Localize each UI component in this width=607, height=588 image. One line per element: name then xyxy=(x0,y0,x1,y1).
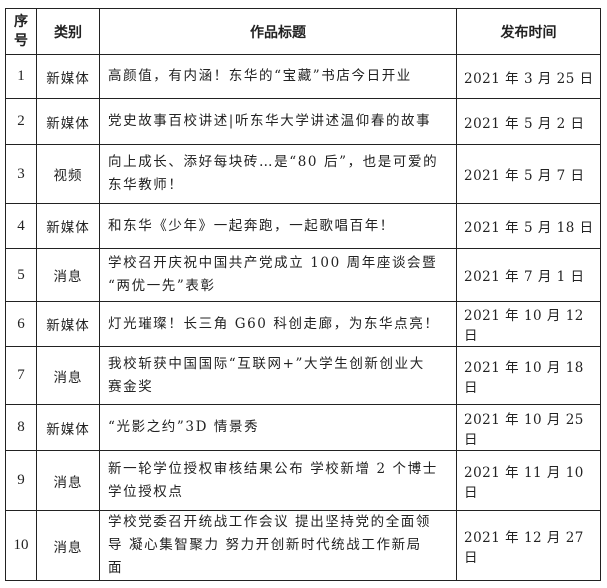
header-seq-line: 序 xyxy=(14,13,28,30)
row-number: 2 xyxy=(5,98,37,145)
table-row: 1 新媒体 高颜值，有内涵！东华的“宝藏”书店今日开业 2021 年 3 月 25 日 xyxy=(5,54,601,99)
row-title: 向上成长、添好每块砖…是“80 后”，也是可爱的 东华教师！ xyxy=(99,144,457,204)
row-date: 2021 年 10 月 25 日 xyxy=(456,404,601,451)
row-number: 7 xyxy=(5,346,37,405)
title-line: 东华教师！ xyxy=(108,177,184,193)
row-title: 高颜值，有内涵！东华的“宝藏”书店今日开业 xyxy=(99,54,457,99)
title-line: “光影之约”3D 情景秀 xyxy=(108,419,260,435)
row-date: 2021 年 5 月 18 日 xyxy=(456,203,601,249)
row-title: “光影之约”3D 情景秀 xyxy=(99,404,457,451)
table-row: 4 新媒体 和东华《少年》一起奔跑，一起歌唱百年！ 2021 年 5 月 18 日 xyxy=(5,203,601,249)
table-row: 9 消息 新一轮学位授权审核结果公布 学校新增 2 个博士 学位授权点 2021 年 1… xyxy=(5,450,601,511)
table-row: 6 新媒体 灯光璀璨！长三角 G60 科创走廊，为东华点亮！ 2021 年 10 月 … xyxy=(5,301,601,347)
header-title: 作品标题 xyxy=(99,8,457,55)
title-line: 向上成长、添好每块砖…是“80 后”，也是可爱的 xyxy=(108,154,439,170)
row-date: 2021 年 11 月 10 日 xyxy=(456,450,601,511)
row-title: 党史故事百校讲述|听东华大学讲述温仰春的故事 xyxy=(99,98,457,145)
row-title: 新一轮学位授权审核结果公布 学校新增 2 个博士 学位授权点 xyxy=(99,450,457,511)
row-category: 消息 xyxy=(36,346,100,405)
title-line: 灯光璀璨！长三角 G60 科创走廊，为东华点亮！ xyxy=(108,315,440,332)
table-row: 3 视频 向上成长、添好每块砖…是“80 后”，也是可爱的 东华教师！ 2021 年 5… xyxy=(5,144,601,204)
header-seq-line: 号 xyxy=(14,32,28,49)
row-category: 新媒体 xyxy=(36,203,100,249)
row-number: 1 xyxy=(5,54,37,99)
table-row: 10 消息 学校党委召开统战工作会议 提出坚持党的全面领导 凝心集智聚力 努力开创新… xyxy=(5,510,601,581)
table-row: 2 新媒体 党史故事百校讲述|听东华大学讲述温仰春的故事 2021 年 5 月 2 日 xyxy=(5,98,601,145)
row-category: 消息 xyxy=(36,510,100,581)
row-category: 新媒体 xyxy=(36,54,100,99)
row-title: 灯光璀璨！长三角 G60 科创走廊，为东华点亮！ xyxy=(99,301,457,347)
table-row: 8 新媒体 “光影之约”3D 情景秀 2021 年 10 月 25 日 xyxy=(5,404,601,451)
title-line: 赛金奖 xyxy=(108,378,154,395)
row-category: 新媒体 xyxy=(36,301,100,347)
row-number: 10 xyxy=(5,510,37,581)
row-date: 2021 年 3 月 25 日 xyxy=(456,54,601,99)
title-line: 我校斩获中国国际“互联网+”大学生创新创业大 xyxy=(108,355,425,372)
works-table: 序号 类别 作品标题 发布时间 1 新媒体 高颜值，有内涵！东华的“宝藏”书店今日开… xyxy=(5,8,601,581)
row-date: 2021 年 10 月 12 日 xyxy=(456,301,601,347)
table-row: 5 消息 学校召开庆祝中国共产党成立 100 周年座谈会暨 “两优一先”表彰 2021 … xyxy=(5,248,601,302)
header-row: 序号 类别 作品标题 发布时间 xyxy=(5,8,601,55)
row-date: 2021 年 7 月 1 日 xyxy=(456,248,601,302)
title-line: 导 凝心集智聚力 努力开创新时代统战工作新局 xyxy=(108,537,422,553)
title-line: 新一轮学位授权审核结果公布 学校新增 2 个博士 xyxy=(108,460,438,477)
title-line: 和东华《少年》一起奔跑，一起歌唱百年！ xyxy=(108,217,395,234)
row-category: 视频 xyxy=(36,144,100,204)
title-line: 高颜值，有内涵！东华的“宝藏”书店今日开业 xyxy=(108,68,412,84)
row-category: 消息 xyxy=(36,248,100,302)
row-number: 3 xyxy=(5,144,37,204)
row-number: 9 xyxy=(5,450,37,511)
row-title: 我校斩获中国国际“互联网+”大学生创新创业大 赛金奖 xyxy=(99,346,457,405)
row-title: 学校党委召开统战工作会议 提出坚持党的全面领导 凝心集智聚力 努力开创新时代统战… xyxy=(99,510,457,581)
row-number: 4 xyxy=(5,203,37,249)
title-line: 学校召开庆祝中国共产党成立 100 周年座谈会暨 xyxy=(108,255,438,271)
row-date: 2021 年 5 月 7 日 xyxy=(456,144,601,204)
row-date: 2021 年 10 月 18 日 xyxy=(456,346,601,405)
header-category: 类别 xyxy=(36,8,100,55)
title-line: “两优一先”表彰 xyxy=(108,278,216,294)
table-row: 7 消息 我校斩获中国国际“互联网+”大学生创新创业大 赛金奖 2021 年 10 月 … xyxy=(5,346,601,405)
row-title: 和东华《少年》一起奔跑，一起歌唱百年！ xyxy=(99,203,457,249)
header-date: 发布时间 xyxy=(456,8,601,55)
row-title: 学校召开庆祝中国共产党成立 100 周年座谈会暨 “两优一先”表彰 xyxy=(99,248,457,302)
title-line: 学校党委召开统战工作会议 提出坚持党的全面领 xyxy=(108,514,431,530)
title-line: 党史故事百校讲述|听东华大学讲述温仰春的故事 xyxy=(108,113,432,129)
row-category: 新媒体 xyxy=(36,98,100,145)
row-number: 8 xyxy=(5,404,37,451)
row-category: 消息 xyxy=(36,450,100,511)
row-number: 6 xyxy=(5,301,37,347)
row-date: 2021 年 12 月 27 日 xyxy=(456,510,601,581)
header-seq: 序号 xyxy=(5,8,37,55)
row-number: 5 xyxy=(5,248,37,302)
row-category: 新媒体 xyxy=(36,404,100,451)
row-date: 2021 年 5 月 2 日 xyxy=(456,98,601,145)
title-line: 面 xyxy=(108,560,124,576)
title-line: 学位授权点 xyxy=(108,483,184,500)
